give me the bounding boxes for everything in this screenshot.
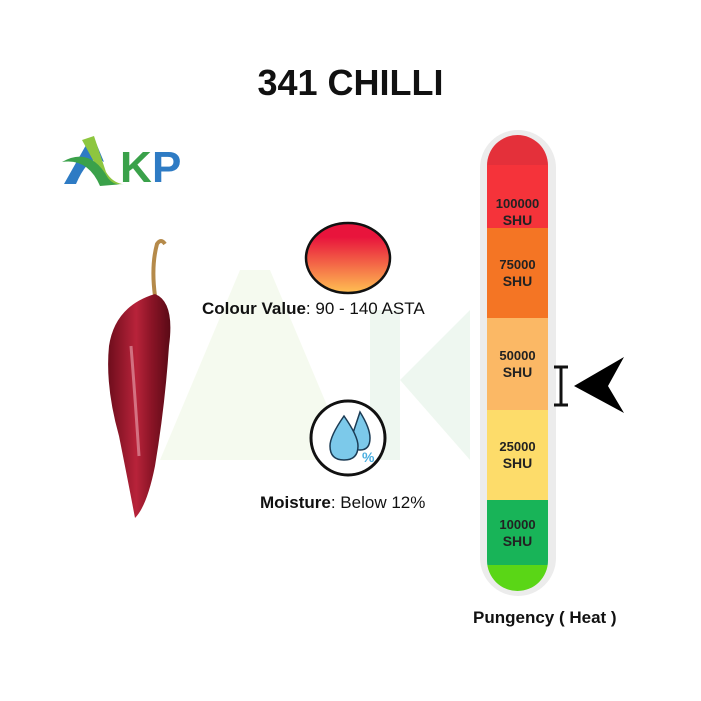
scale-top-cap — [487, 135, 548, 165]
scale-level-10000: 10000 SHU — [487, 500, 548, 565]
colour-value-text: Colour Value: 90 - 140 ASTA — [202, 299, 425, 319]
moisture-label: Moisture — [260, 493, 331, 512]
svg-text:%: % — [362, 449, 375, 465]
moisture-text: Moisture: Below 12% — [260, 493, 425, 513]
scale-level-75000: 75000 SHU — [487, 228, 548, 318]
pungency-title: Pungency ( Heat ) — [473, 608, 617, 627]
scale-bottom-cap — [487, 565, 548, 591]
colour-value-label: Colour Value — [202, 299, 306, 318]
colour-value-value: : 90 - 140 ASTA — [305, 299, 425, 318]
watermark-logo — [160, 270, 470, 460]
moisture-value: : Below 12% — [330, 493, 426, 512]
level-indicator-arrow-icon — [554, 357, 624, 413]
scale-level-50000: 50000 SHU — [487, 318, 548, 410]
water-drops-percent-icon: % — [309, 399, 387, 477]
svg-text:P: P — [152, 143, 181, 188]
svg-text:K: K — [120, 143, 152, 188]
akp-logo: K P — [62, 136, 181, 188]
dried-chilli-image — [108, 239, 171, 518]
pungency-scale: 100000 SHU 75000 SHU 50000 SHU 25000 SHU 100… — [480, 130, 556, 596]
scale-level-25000: 25000 SHU — [487, 410, 548, 500]
page-title: 341 CHILLI — [257, 62, 444, 103]
colour-swatch-icon — [304, 221, 392, 295]
